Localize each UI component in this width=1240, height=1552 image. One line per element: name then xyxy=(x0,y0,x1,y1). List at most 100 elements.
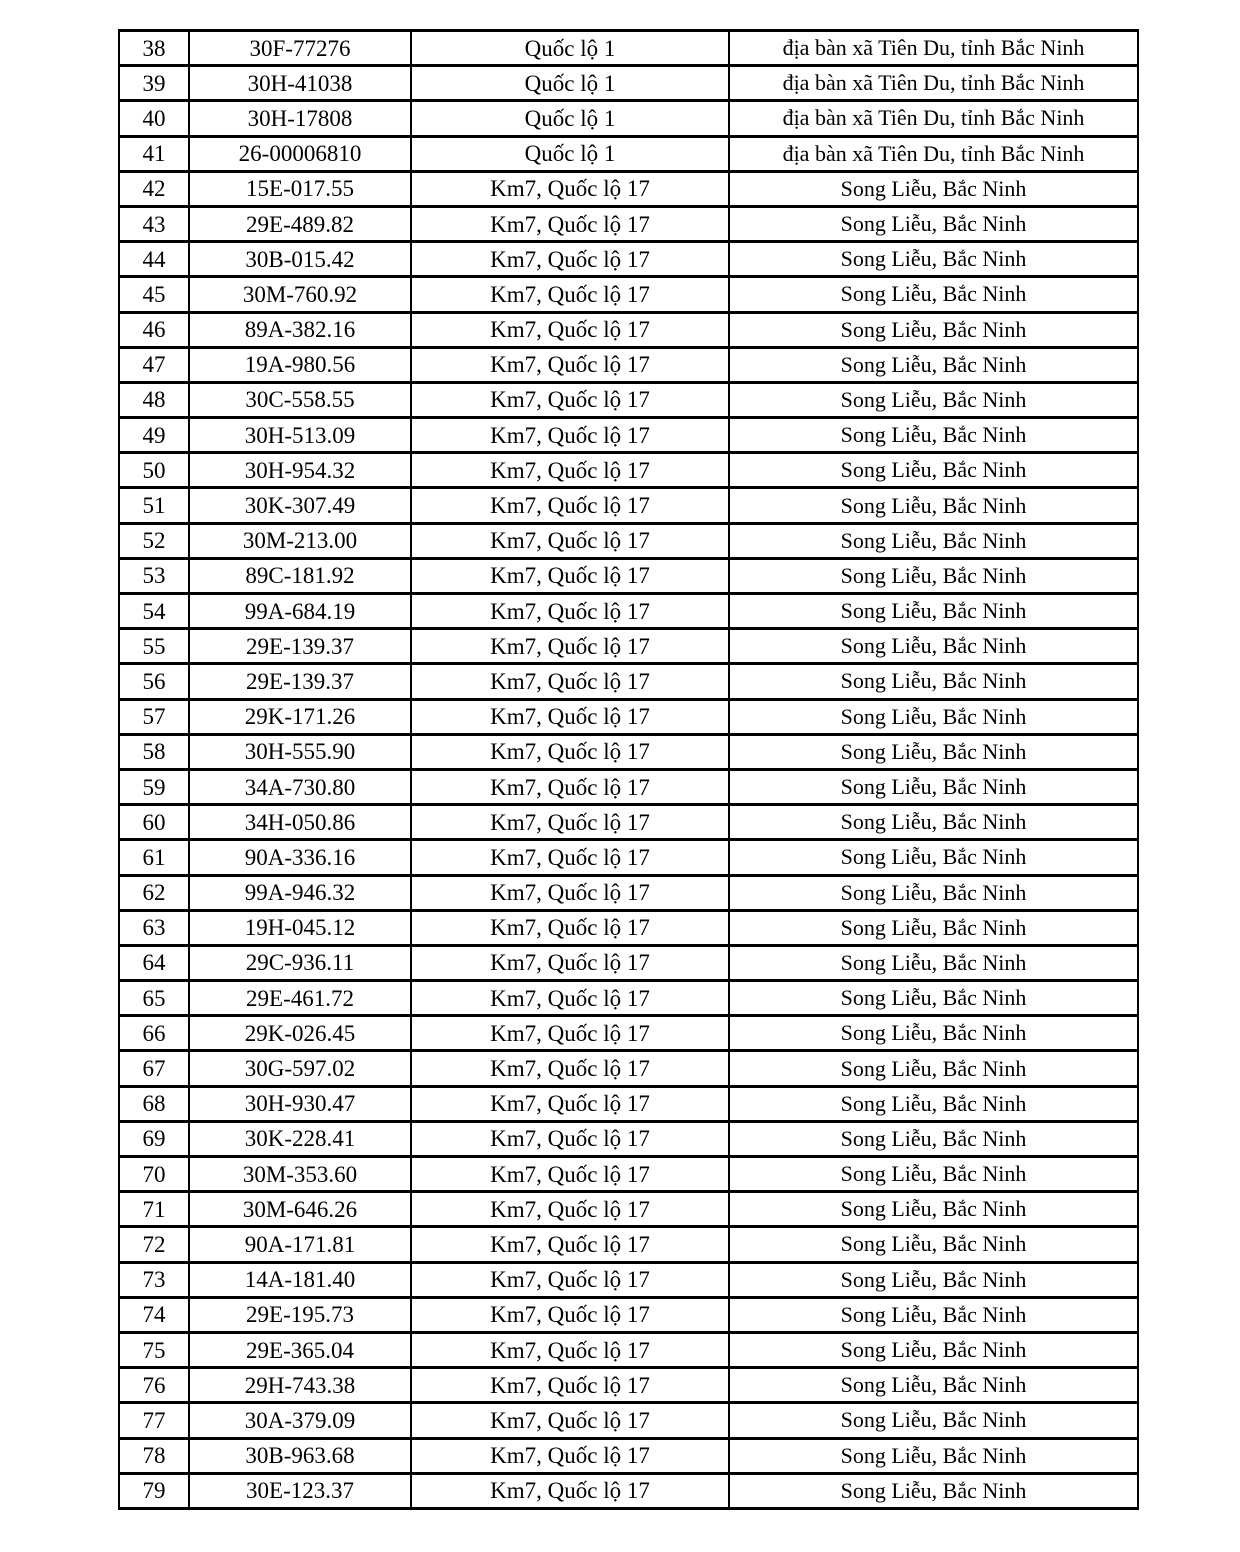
table-row: 56 29E-139.37 Km7, Quốc lộ 17 Song Liễu, Bắ… xyxy=(118,662,1139,701)
plate-cell: 90A-171.81 xyxy=(188,1225,412,1264)
location-cell: Km7, Quốc lộ 17 xyxy=(410,345,730,384)
area-cell: Song Liễu, Bắc Ninh xyxy=(728,1436,1139,1475)
plate-cell: 30H-555.90 xyxy=(188,732,412,771)
plate-cell: 30G-597.02 xyxy=(188,1049,412,1088)
row-number-cell: 38 xyxy=(118,28,190,68)
location-cell: Km7, Quốc lộ 17 xyxy=(410,416,730,455)
location-cell: Km7, Quốc lộ 17 xyxy=(410,1471,730,1510)
table-row: 51 30K-307.49 Km7, Quốc lộ 17 Song Liễu, Bắ… xyxy=(118,486,1139,525)
location-cell: Km7, Quốc lộ 17 xyxy=(410,1295,730,1334)
plate-cell: 30M-646.26 xyxy=(188,1190,412,1229)
location-cell: Km7, Quốc lộ 17 xyxy=(410,380,730,420)
plate-cell: 30M-760.92 xyxy=(188,275,412,314)
plate-cell: 19H-045.12 xyxy=(188,908,412,947)
area-cell: Song Liễu, Bắc Ninh xyxy=(728,1084,1139,1123)
area-cell: Song Liễu, Bắc Ninh xyxy=(728,662,1139,701)
row-number-cell: 75 xyxy=(118,1330,190,1370)
area-cell: Song Liễu, Bắc Ninh xyxy=(728,943,1139,983)
location-cell: Km7, Quốc lộ 17 xyxy=(410,1330,730,1370)
row-number-cell: 47 xyxy=(118,345,190,384)
row-number-cell: 69 xyxy=(118,1119,190,1159)
area-cell: Song Liễu, Bắc Ninh xyxy=(728,979,1139,1018)
area-cell: Song Liễu, Bắc Ninh xyxy=(728,521,1139,560)
row-number-cell: 71 xyxy=(118,1190,190,1229)
area-cell: địa bàn xã Tiên Du, tỉnh Bắc Ninh xyxy=(728,28,1139,68)
row-number-cell: 40 xyxy=(118,99,190,138)
location-cell: Km7, Quốc lộ 17 xyxy=(410,873,730,912)
row-number-cell: 72 xyxy=(118,1225,190,1264)
row-number-cell: 49 xyxy=(118,416,190,455)
table-row: 43 29E-489.82 Km7, Quốc lộ 17 Song Liễu, Bắ… xyxy=(118,204,1139,244)
area-cell: Song Liễu, Bắc Ninh xyxy=(728,1366,1139,1405)
row-number-cell: 53 xyxy=(118,556,190,596)
area-cell: Song Liễu, Bắc Ninh xyxy=(728,767,1139,807)
row-number-cell: 59 xyxy=(118,767,190,807)
location-cell: Km7, Quốc lộ 17 xyxy=(410,1436,730,1475)
area-cell: Song Liễu, Bắc Ninh xyxy=(728,169,1139,208)
plate-cell: 30M-353.60 xyxy=(188,1154,412,1194)
area-cell: Song Liễu, Bắc Ninh xyxy=(728,697,1139,736)
plate-cell: 29K-171.26 xyxy=(188,697,412,736)
table-row: 71 30M-646.26 Km7, Quốc lộ 17 Song Liễu, Bắ… xyxy=(118,1190,1139,1229)
table-row: 40 30H-17808 Quốc lộ 1 địa bàn xã Tiên Du, … xyxy=(118,99,1139,138)
location-cell: Km7, Quốc lộ 17 xyxy=(410,943,730,983)
row-number-cell: 62 xyxy=(118,873,190,912)
plate-cell: 30H-954.32 xyxy=(188,451,412,490)
row-number-cell: 54 xyxy=(118,591,190,631)
table-row: 62 99A-946.32 Km7, Quốc lộ 17 Song Liễu, Bắ… xyxy=(118,873,1139,912)
area-cell: Song Liễu, Bắc Ninh xyxy=(728,275,1139,314)
table-row: 65 29E-461.72 Km7, Quốc lộ 17 Song Liễu, Bắ… xyxy=(118,979,1139,1018)
area-cell: Song Liễu, Bắc Ninh xyxy=(728,1330,1139,1370)
plate-cell: 15E-017.55 xyxy=(188,169,412,208)
area-cell: Song Liễu, Bắc Ninh xyxy=(728,1401,1139,1440)
location-cell: Km7, Quốc lộ 17 xyxy=(410,204,730,244)
location-cell: Quốc lộ 1 xyxy=(410,134,730,173)
table-row: 60 34H-050.86 Km7, Quốc lộ 17 Song Liễu, Bắ… xyxy=(118,803,1139,842)
table-row: 67 30G-597.02 Km7, Quốc lộ 17 Song Liễu, Bắ… xyxy=(118,1049,1139,1088)
location-cell: Km7, Quốc lộ 17 xyxy=(410,1154,730,1194)
area-cell: Song Liễu, Bắc Ninh xyxy=(728,591,1139,631)
table-row: 61 90A-336.16 Km7, Quốc lộ 17 Song Liễu, Bắ… xyxy=(118,838,1139,877)
location-cell: Km7, Quốc lộ 17 xyxy=(410,627,730,666)
location-cell: Km7, Quốc lộ 17 xyxy=(410,486,730,525)
location-cell: Quốc lộ 1 xyxy=(410,28,730,68)
plate-cell: 30C-558.55 xyxy=(188,380,412,420)
area-cell: Song Liễu, Bắc Ninh xyxy=(728,310,1139,349)
table-row: 55 29E-139.37 Km7, Quốc lộ 17 Song Liễu, Bắ… xyxy=(118,627,1139,666)
row-number-cell: 65 xyxy=(118,979,190,1018)
table-row: 44 30B-015.42 Km7, Quốc lộ 17 Song Liễu, Bắ… xyxy=(118,240,1139,279)
area-cell: Song Liễu, Bắc Ninh xyxy=(728,908,1139,947)
table-row: 45 30M-760.92 Km7, Quốc lộ 17 Song Liễu, Bắ… xyxy=(118,275,1139,314)
row-number-cell: 45 xyxy=(118,275,190,314)
plate-cell: 89A-382.16 xyxy=(188,310,412,349)
row-number-cell: 68 xyxy=(118,1084,190,1123)
row-number-cell: 67 xyxy=(118,1049,190,1088)
table-row: 64 29C-936.11 Km7, Quốc lộ 17 Song Liễu, Bắ… xyxy=(118,943,1139,983)
location-cell: Km7, Quốc lộ 17 xyxy=(410,697,730,736)
area-cell: Song Liễu, Bắc Ninh xyxy=(728,451,1139,490)
plate-cell: 29E-365.04 xyxy=(188,1330,412,1370)
table-row: 66 29K-026.45 Km7, Quốc lộ 17 Song Liễu, Bắ… xyxy=(118,1014,1139,1053)
plate-cell: 30K-307.49 xyxy=(188,486,412,525)
table-row: 63 19H-045.12 Km7, Quốc lộ 17 Song Liễu, Bắ… xyxy=(118,908,1139,947)
area-cell: Song Liễu, Bắc Ninh xyxy=(728,1225,1139,1264)
table-row: 78 30B-963.68 Km7, Quốc lộ 17 Song Liễu, Bắ… xyxy=(118,1436,1139,1475)
area-cell: Song Liễu, Bắc Ninh xyxy=(728,1295,1139,1334)
row-number-cell: 57 xyxy=(118,697,190,736)
row-number-cell: 39 xyxy=(118,64,190,103)
location-cell: Km7, Quốc lộ 17 xyxy=(410,169,730,208)
location-cell: Km7, Quốc lộ 17 xyxy=(410,1049,730,1088)
area-cell: Song Liễu, Bắc Ninh xyxy=(728,204,1139,244)
plate-cell: 30H-513.09 xyxy=(188,416,412,455)
plate-cell: 99A-946.32 xyxy=(188,873,412,912)
area-cell: địa bàn xã Tiên Du, tỉnh Bắc Ninh xyxy=(728,134,1139,173)
row-number-cell: 48 xyxy=(118,380,190,420)
plate-cell: 29E-139.37 xyxy=(188,662,412,701)
plate-cell: 29C-936.11 xyxy=(188,943,412,983)
location-cell: Km7, Quốc lộ 17 xyxy=(410,908,730,947)
location-cell: Km7, Quốc lộ 17 xyxy=(410,803,730,842)
row-number-cell: 78 xyxy=(118,1436,190,1475)
area-cell: Song Liễu, Bắc Ninh xyxy=(728,345,1139,384)
location-cell: Km7, Quốc lộ 17 xyxy=(410,979,730,1018)
location-cell: Km7, Quốc lộ 17 xyxy=(410,1401,730,1440)
